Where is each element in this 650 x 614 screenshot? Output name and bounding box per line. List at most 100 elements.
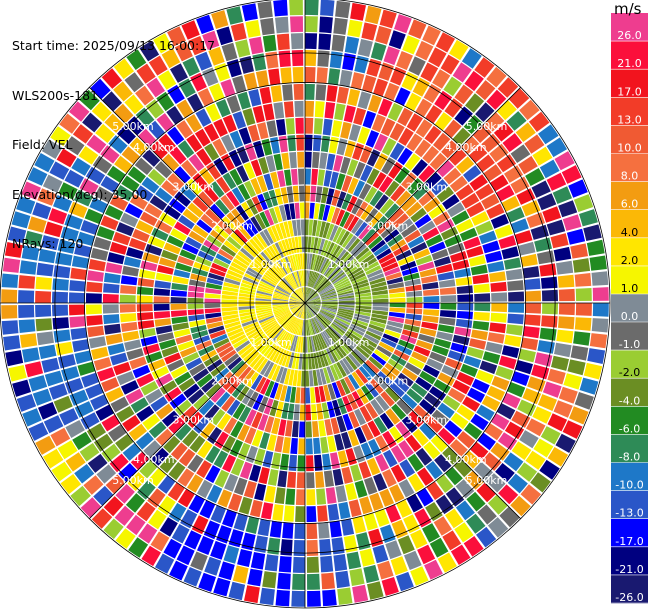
gate-cell	[329, 364, 339, 381]
gate-cell	[100, 175, 120, 193]
gate-cell	[276, 285, 291, 295]
gate-cell	[369, 277, 386, 285]
gate-cell	[300, 387, 305, 404]
gate-cell	[256, 308, 272, 314]
gate-cell	[170, 63, 188, 83]
gate-cell	[340, 255, 355, 269]
gate-cell	[305, 387, 311, 404]
gate-cell	[171, 524, 190, 544]
gate-cell	[297, 151, 304, 168]
gate-cell	[141, 545, 161, 567]
gate-cell	[280, 280, 293, 292]
gate-cell	[352, 279, 369, 287]
gate-cell	[206, 277, 223, 286]
gate-cell	[288, 274, 298, 289]
gate-cell	[357, 250, 373, 263]
gate-cell	[335, 316, 351, 326]
gate-cell	[305, 287, 309, 303]
gate-cell	[103, 283, 120, 294]
gate-cell	[583, 224, 602, 241]
gate-cell	[461, 48, 482, 69]
gate-cell	[213, 118, 228, 137]
gate-cell	[278, 313, 292, 324]
gate-cell	[250, 374, 263, 390]
gate-cell	[466, 201, 485, 218]
gate-cell	[11, 211, 31, 229]
gate-cell	[273, 263, 285, 277]
gate-cell	[318, 385, 326, 403]
colorbar-tick-label: -17.0	[615, 535, 643, 548]
gate-cell	[244, 324, 260, 334]
gate-cell	[238, 366, 252, 382]
gate-cell	[291, 272, 299, 288]
gate-cell	[101, 414, 121, 432]
gate-cell	[130, 451, 150, 470]
gate-cell	[201, 378, 217, 393]
gate-cell	[327, 435, 337, 453]
gate-cell	[423, 309, 440, 317]
gate-cell	[221, 303, 238, 308]
gate-cell	[79, 89, 100, 111]
gate-cell	[243, 321, 259, 331]
gate-cell	[167, 173, 185, 190]
gate-cell	[457, 294, 474, 302]
gate-cell	[209, 329, 226, 339]
gate-cell	[154, 311, 171, 319]
gate-cell	[136, 405, 155, 422]
gate-cell	[163, 205, 181, 220]
gate-cell	[479, 360, 498, 375]
gate-cell	[511, 371, 530, 386]
gate-cell	[476, 154, 495, 173]
gate-cell	[142, 413, 161, 431]
gate-cell	[570, 345, 589, 361]
gate-cell	[173, 328, 191, 338]
colorbar-tick-label: -21.0	[615, 563, 643, 576]
gate-cell	[449, 39, 469, 61]
gate-cell	[300, 287, 305, 303]
gate-cell	[329, 267, 342, 281]
colorbar-swatch	[611, 434, 648, 463]
gate-cell	[574, 317, 592, 331]
gate-cell	[503, 257, 522, 270]
gate-cell	[329, 171, 339, 189]
gate-cell	[279, 204, 287, 222]
gate-cell	[113, 361, 131, 376]
gate-cell	[249, 331, 264, 343]
gate-cell	[16, 196, 36, 214]
gate-cell	[209, 181, 225, 198]
gate-cell	[234, 228, 248, 244]
gate-cell	[328, 243, 338, 259]
gate-cell	[375, 395, 390, 412]
gate-cell	[531, 180, 551, 198]
gate-cell	[501, 195, 520, 212]
gate-cell	[326, 206, 336, 223]
gate-cell	[350, 72, 365, 90]
gate-cell	[359, 405, 373, 423]
gate-cell	[218, 561, 235, 581]
gate-cell	[465, 93, 485, 113]
gate-cell	[120, 313, 137, 323]
gate-cell	[305, 290, 315, 303]
gate-cell	[217, 413, 232, 430]
gate-cell	[151, 366, 170, 380]
gate-cell	[278, 135, 288, 153]
gate-cell	[305, 303, 313, 318]
gate-cell	[383, 82, 400, 102]
gate-cell	[352, 143, 365, 161]
gate-cell	[406, 388, 423, 404]
gate-cell	[456, 311, 473, 320]
gate-cell	[260, 360, 272, 376]
gate-cell	[24, 361, 44, 378]
gate-cell	[566, 228, 586, 245]
gate-cell	[240, 346, 255, 359]
gate-cell	[291, 303, 305, 312]
gate-cell	[367, 149, 381, 167]
gate-cell	[474, 293, 491, 302]
gate-cell	[368, 356, 384, 370]
gate-cell	[334, 318, 350, 328]
gate-cell	[323, 367, 331, 384]
gate-cell	[350, 2, 366, 21]
gate-cell	[101, 443, 121, 463]
range-ring-label: 5.00km	[112, 120, 154, 133]
gate-cell	[467, 387, 486, 403]
